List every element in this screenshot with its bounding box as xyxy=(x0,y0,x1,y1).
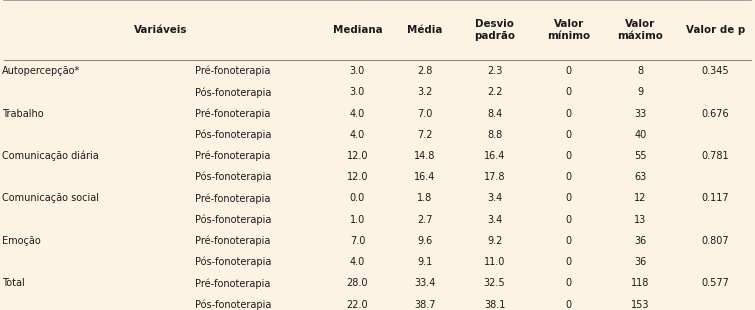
Text: 0: 0 xyxy=(565,66,572,76)
Text: Pré-fonoterapia: Pré-fonoterapia xyxy=(196,278,270,289)
Text: 0: 0 xyxy=(565,278,572,288)
Text: 0.0: 0.0 xyxy=(350,193,365,203)
Text: 8.4: 8.4 xyxy=(487,108,502,118)
Text: Autopercepção*: Autopercepção* xyxy=(2,66,81,76)
Text: Emoção: Emoção xyxy=(2,236,41,246)
Text: 4.0: 4.0 xyxy=(350,257,365,267)
Text: Mediana: Mediana xyxy=(333,25,382,35)
Text: 0: 0 xyxy=(565,87,572,97)
Text: 63: 63 xyxy=(634,172,646,182)
Text: 17.8: 17.8 xyxy=(484,172,505,182)
Text: 7.0: 7.0 xyxy=(350,236,365,246)
Text: 9.1: 9.1 xyxy=(417,257,433,267)
Text: Pré-fonoterapia: Pré-fonoterapia xyxy=(196,66,270,76)
Text: 11.0: 11.0 xyxy=(484,257,505,267)
Text: 0: 0 xyxy=(565,108,572,118)
Text: 38.7: 38.7 xyxy=(414,300,436,310)
Text: Pós-fonoterapia: Pós-fonoterapia xyxy=(196,299,272,310)
Text: 12.0: 12.0 xyxy=(347,151,368,161)
Text: 0: 0 xyxy=(565,193,572,203)
Text: 2.2: 2.2 xyxy=(487,87,502,97)
Text: Pré-fonoterapia: Pré-fonoterapia xyxy=(196,151,270,161)
Text: Comunicação diária: Comunicação diária xyxy=(2,151,99,161)
Text: 153: 153 xyxy=(631,300,650,310)
Text: 0.577: 0.577 xyxy=(701,278,729,288)
Text: 9: 9 xyxy=(637,87,643,97)
Text: 55: 55 xyxy=(634,151,647,161)
Text: 3.4: 3.4 xyxy=(487,215,502,225)
Text: 3.4: 3.4 xyxy=(487,193,502,203)
Text: 2.8: 2.8 xyxy=(417,66,433,76)
Text: Pós-fonoterapia: Pós-fonoterapia xyxy=(196,87,272,98)
Text: Valor
máximo: Valor máximo xyxy=(618,20,664,41)
Text: 3.2: 3.2 xyxy=(417,87,433,97)
Text: 38.1: 38.1 xyxy=(484,300,505,310)
Text: 12.0: 12.0 xyxy=(347,172,368,182)
Text: 0: 0 xyxy=(565,151,572,161)
Text: Pré-fonoterapia: Pré-fonoterapia xyxy=(196,236,270,246)
Text: 0.345: 0.345 xyxy=(702,66,729,76)
Text: 16.4: 16.4 xyxy=(414,172,436,182)
Text: 8.8: 8.8 xyxy=(487,130,502,140)
Text: 7.2: 7.2 xyxy=(417,130,433,140)
Text: Trabalho: Trabalho xyxy=(2,108,44,118)
Text: 32.5: 32.5 xyxy=(484,278,505,288)
Text: Variáveis: Variáveis xyxy=(134,25,187,35)
Text: 12: 12 xyxy=(634,193,647,203)
Text: 118: 118 xyxy=(631,278,650,288)
Text: 0: 0 xyxy=(565,215,572,225)
Text: Pós-fonoterapia: Pós-fonoterapia xyxy=(196,257,272,268)
Text: 0: 0 xyxy=(565,236,572,246)
Text: 33.4: 33.4 xyxy=(414,278,436,288)
Text: 0.117: 0.117 xyxy=(702,193,729,203)
Text: 0.676: 0.676 xyxy=(702,108,729,118)
Text: 36: 36 xyxy=(634,236,646,246)
Text: 0: 0 xyxy=(565,257,572,267)
Text: Pós-fonoterapia: Pós-fonoterapia xyxy=(196,172,272,183)
Text: 7.0: 7.0 xyxy=(417,108,433,118)
Text: Pré-fonoterapia: Pré-fonoterapia xyxy=(196,193,270,204)
Text: Valor de p: Valor de p xyxy=(686,25,745,35)
Text: Pós-fonoterapia: Pós-fonoterapia xyxy=(196,130,272,140)
Text: 0: 0 xyxy=(565,300,572,310)
Text: 0.781: 0.781 xyxy=(702,151,729,161)
Text: Desvio
padrão: Desvio padrão xyxy=(474,20,515,41)
Text: 33: 33 xyxy=(634,108,646,118)
Text: Comunicação social: Comunicação social xyxy=(2,193,99,203)
Text: 0: 0 xyxy=(565,172,572,182)
Text: 1.8: 1.8 xyxy=(417,193,433,203)
Text: 9.6: 9.6 xyxy=(417,236,433,246)
Text: 1.0: 1.0 xyxy=(350,215,365,225)
Text: 3.0: 3.0 xyxy=(350,66,365,76)
Text: Média: Média xyxy=(407,25,442,35)
Text: 0.807: 0.807 xyxy=(702,236,729,246)
Text: 40: 40 xyxy=(634,130,646,140)
Text: 13: 13 xyxy=(634,215,646,225)
Text: 14.8: 14.8 xyxy=(414,151,436,161)
Text: 4.0: 4.0 xyxy=(350,130,365,140)
Text: 36: 36 xyxy=(634,257,646,267)
Text: 28.0: 28.0 xyxy=(347,278,368,288)
Text: 8: 8 xyxy=(637,66,643,76)
Text: Total: Total xyxy=(2,278,25,288)
Text: 22.0: 22.0 xyxy=(347,300,368,310)
Text: Valor
mínimo: Valor mínimo xyxy=(547,20,590,41)
Text: 4.0: 4.0 xyxy=(350,108,365,118)
Text: 2.3: 2.3 xyxy=(487,66,502,76)
Text: 0: 0 xyxy=(565,130,572,140)
Text: 2.7: 2.7 xyxy=(417,215,433,225)
Text: 16.4: 16.4 xyxy=(484,151,505,161)
Text: 9.2: 9.2 xyxy=(487,236,502,246)
Text: Pós-fonoterapia: Pós-fonoterapia xyxy=(196,215,272,225)
Text: Pré-fonoterapia: Pré-fonoterapia xyxy=(196,108,270,119)
Text: 3.0: 3.0 xyxy=(350,87,365,97)
